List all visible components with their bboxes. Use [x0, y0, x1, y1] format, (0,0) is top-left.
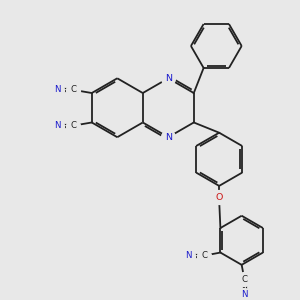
- Text: C: C: [201, 251, 207, 260]
- Text: N: N: [241, 290, 247, 299]
- Text: C: C: [70, 85, 76, 94]
- Text: N: N: [185, 251, 192, 260]
- Text: N: N: [54, 121, 60, 130]
- Text: N: N: [165, 133, 172, 142]
- Text: O: O: [215, 193, 223, 202]
- Text: N: N: [165, 74, 172, 83]
- Text: N: N: [54, 85, 60, 94]
- Text: C: C: [70, 121, 76, 130]
- Text: C: C: [241, 275, 247, 284]
